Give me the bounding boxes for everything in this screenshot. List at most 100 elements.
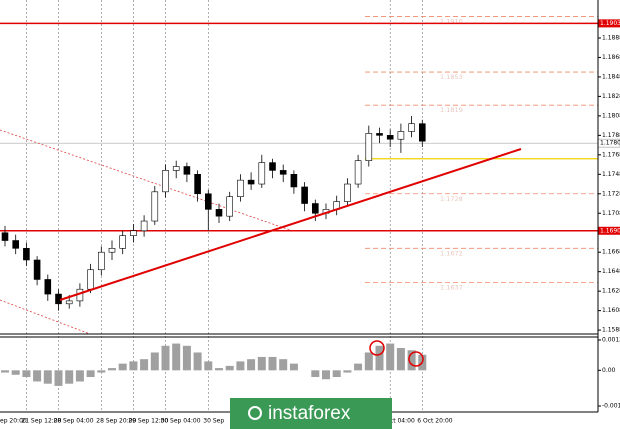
histogram-bar xyxy=(161,345,170,371)
candle-body xyxy=(226,196,233,217)
histogram-bar xyxy=(257,356,266,371)
y-tick-label: 1.1888 xyxy=(602,34,620,41)
candle-body xyxy=(365,133,373,161)
y-tick-label: 1.1728 xyxy=(602,190,620,197)
histogram-bar xyxy=(118,363,127,371)
histogram-bar xyxy=(247,359,256,371)
x-tick-label: 28 Sep 04:00 xyxy=(54,418,94,425)
fib-label: 1.1910 xyxy=(440,18,463,26)
y-tick-label: 1.1748 xyxy=(602,171,620,178)
annotation-circle xyxy=(408,351,424,367)
watermark-box xyxy=(230,398,392,429)
candle-body xyxy=(33,259,41,280)
candle-body xyxy=(183,166,191,175)
candle-body xyxy=(140,220,148,232)
channel-line xyxy=(0,299,91,335)
plot: 1.18881.18681.18481.18281.18081.17881.17… xyxy=(0,19,620,425)
y-tick-label: 1.1828 xyxy=(602,93,620,100)
candle-body xyxy=(311,203,319,214)
x-tick-label: 29 Sep 12:00 xyxy=(128,418,168,425)
watermark-icon xyxy=(248,406,262,420)
level-label: 1.1690 xyxy=(600,227,620,234)
x-tick-label: 30 Sep xyxy=(203,418,224,425)
level-label: 1.1903 xyxy=(600,20,620,27)
histogram-bar xyxy=(54,370,63,386)
histogram-bar xyxy=(86,370,95,378)
candle-body xyxy=(194,174,201,195)
y-tick-label: 1.1708 xyxy=(602,210,620,217)
histogram-bar xyxy=(11,370,20,375)
candle-body xyxy=(119,235,126,249)
grid: 1.1910 1.1853 1.1819 1.1728 1.1672 1.1637 xyxy=(0,0,598,412)
histogram-bar xyxy=(236,361,245,371)
candle-body xyxy=(205,193,212,210)
candle-body xyxy=(87,269,94,290)
fib-label: 1.1853 xyxy=(440,73,463,81)
candle-body xyxy=(23,248,30,261)
candle-body xyxy=(44,279,52,295)
level-box xyxy=(598,19,620,28)
current-price-label: 1.1780 xyxy=(600,140,620,147)
histogram-bar xyxy=(22,370,31,378)
fib-label: 1.1728 xyxy=(440,195,463,203)
candle-body xyxy=(386,135,394,140)
histogram-bar xyxy=(75,370,84,382)
y-tick-label: 1.1768 xyxy=(602,151,620,158)
candle-body xyxy=(301,186,308,204)
candle-body xyxy=(237,179,244,197)
candle-body xyxy=(12,240,19,249)
y-tick-label: 1.1808 xyxy=(602,112,620,119)
histogram-bar xyxy=(396,348,405,371)
histogram-bar xyxy=(289,363,298,371)
fib-label: 1.1819 xyxy=(440,106,463,114)
fib-label: 1.1637 xyxy=(440,283,463,291)
y-tick-label: -0.00160 xyxy=(602,403,620,410)
y-tick-label: 1.1668 xyxy=(602,249,620,256)
candle-body xyxy=(215,209,223,217)
histogram-bar xyxy=(193,352,202,371)
channel-line xyxy=(0,129,291,231)
histogram-bar xyxy=(332,370,341,378)
histogram-bar xyxy=(129,361,138,371)
watermark-text: instaforex xyxy=(268,403,351,424)
histogram-bar xyxy=(1,370,9,373)
y-tick-label: 1.1848 xyxy=(602,73,620,80)
x-tick-label: ep 20:00 xyxy=(0,418,27,425)
candle-body xyxy=(108,248,116,253)
y-tick-label: 1.1868 xyxy=(602,54,620,61)
candle-body xyxy=(247,179,255,185)
candle-body xyxy=(418,123,426,142)
x-tick-label: 6 Oct 20:00 xyxy=(417,418,452,425)
candle-body xyxy=(279,170,287,175)
histogram-bar xyxy=(182,345,191,371)
y-tick-label: 0.00136 xyxy=(602,337,620,344)
histogram-bar xyxy=(343,370,352,373)
level-box xyxy=(598,226,620,235)
y-tick-label: 1.1588 xyxy=(602,327,620,334)
histogram-bar xyxy=(215,368,223,371)
candle-body xyxy=(408,123,415,132)
candle-body xyxy=(269,162,276,171)
histogram-bar xyxy=(65,370,74,384)
candle-body xyxy=(376,133,383,136)
x-tick-label: Oct 04:00 xyxy=(385,418,415,425)
histogram-bar xyxy=(279,359,288,371)
candle-body xyxy=(172,166,180,171)
y-tick-label: 0.00 xyxy=(602,367,616,374)
histogram-bar xyxy=(364,352,373,371)
histogram-bar xyxy=(375,345,384,371)
trend-line xyxy=(59,148,522,301)
candle-body xyxy=(151,191,159,222)
histogram-bar xyxy=(150,352,159,371)
histogram-bar xyxy=(140,359,149,371)
candle-body xyxy=(290,174,298,188)
histogram-bar xyxy=(43,370,52,384)
candle-body xyxy=(98,251,105,271)
candle-body xyxy=(354,160,362,185)
candle-body xyxy=(130,230,137,236)
histogram-bar xyxy=(97,370,106,373)
histogram-bar xyxy=(407,350,416,371)
histogram-bar xyxy=(172,343,181,371)
